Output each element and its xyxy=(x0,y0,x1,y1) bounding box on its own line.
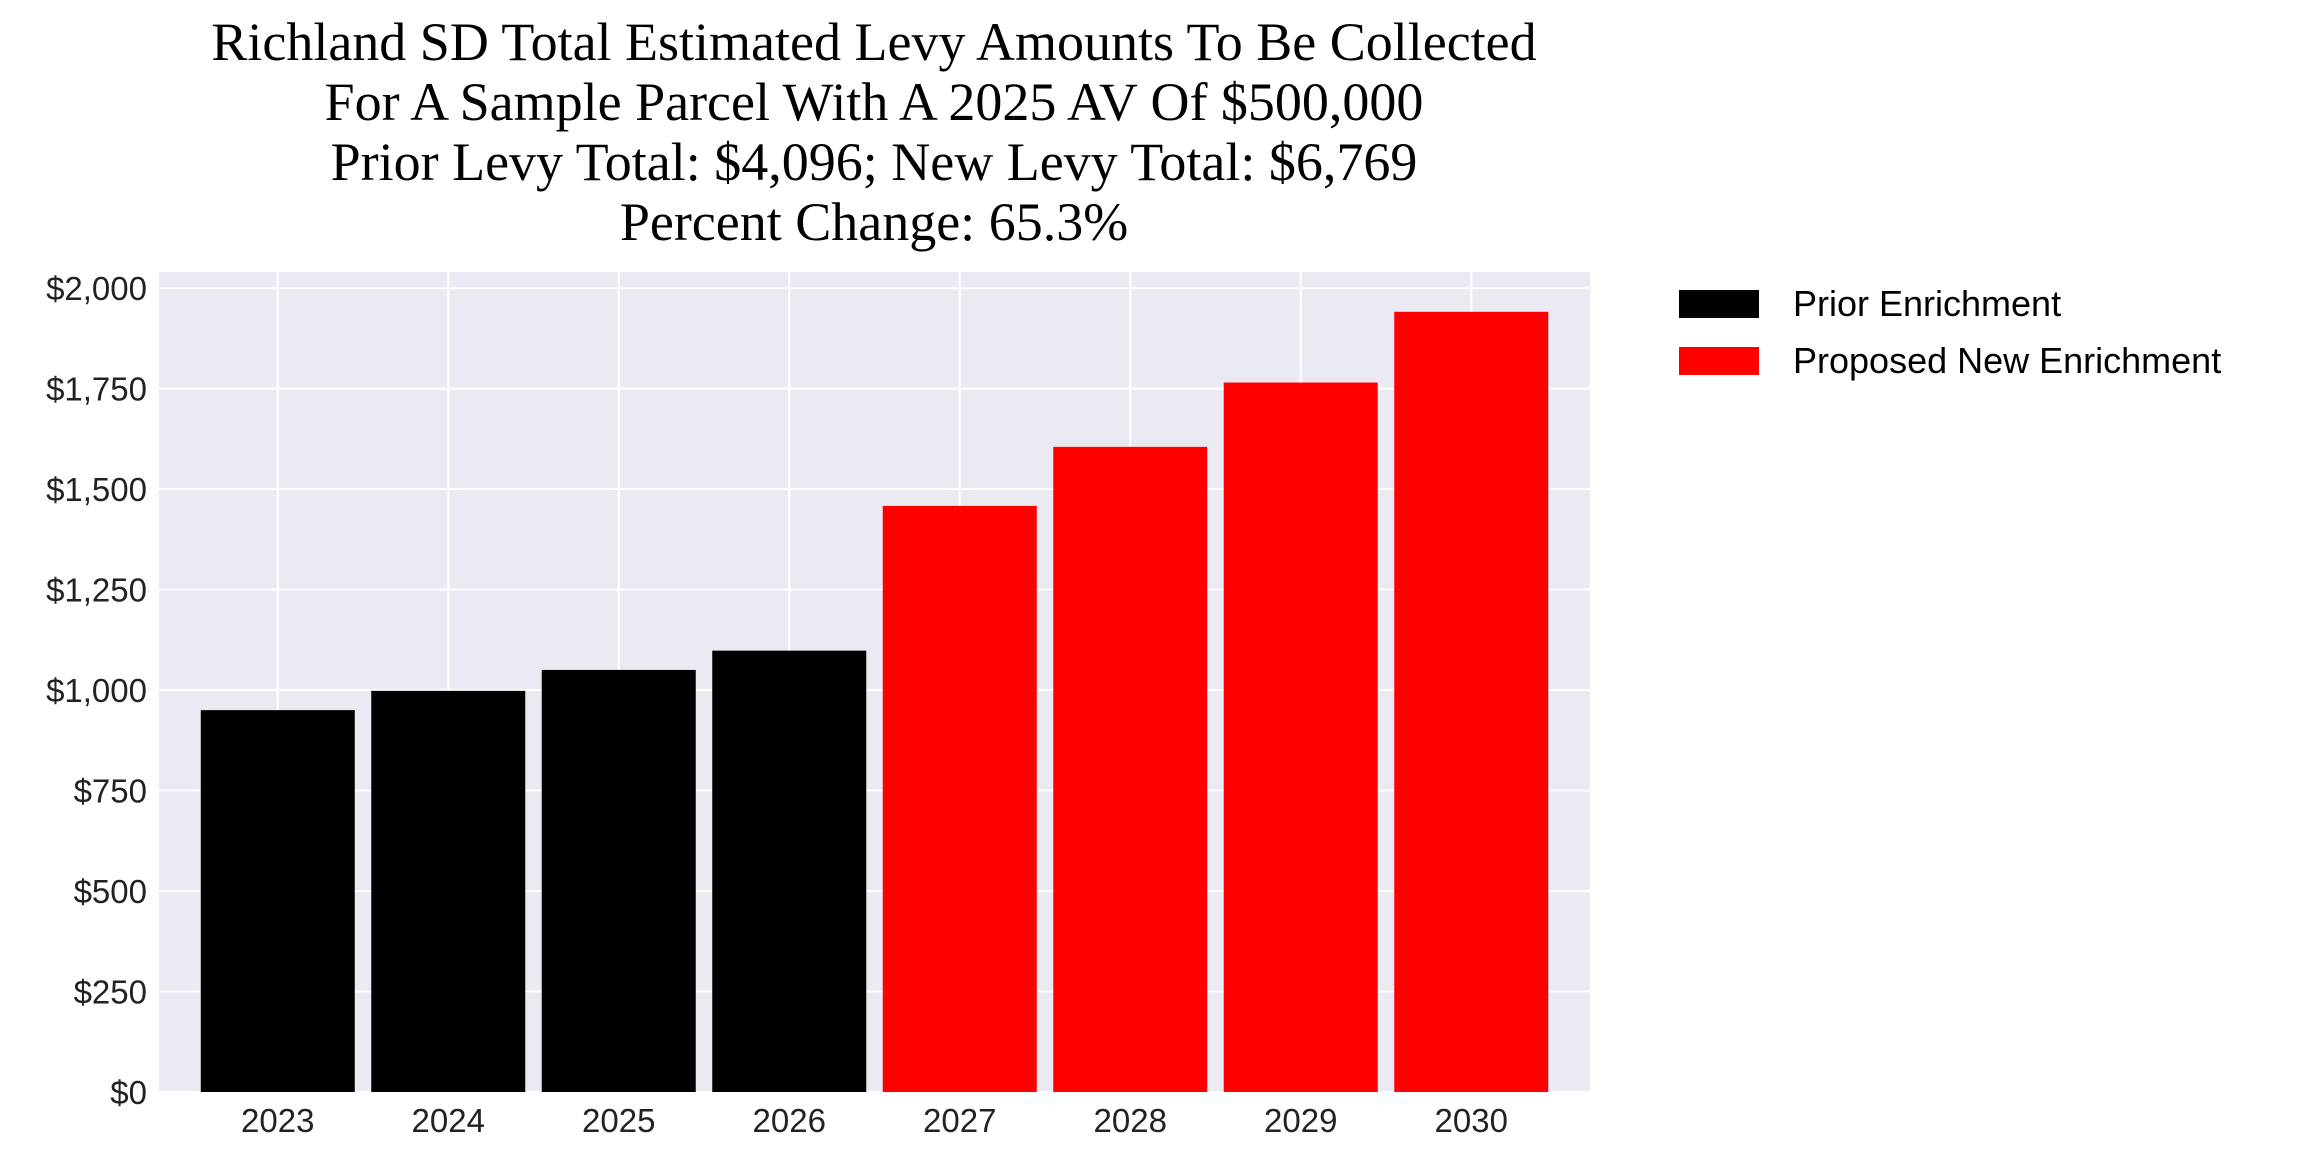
x-tick-label: 2027 xyxy=(923,1102,996,1139)
y-tick-label: $0 xyxy=(110,1074,147,1111)
chart-title: Richland SD Total Estimated Levy Amounts… xyxy=(0,12,1748,252)
y-tick-label: $1,000 xyxy=(46,672,147,709)
x-tick-label: 2028 xyxy=(1094,1102,1167,1139)
bar-2027 xyxy=(882,505,1037,1092)
y-tick-label: $2,000 xyxy=(46,270,147,307)
y-tick-label: $750 xyxy=(74,773,147,810)
bar-2023 xyxy=(200,710,355,1092)
x-tick-label: 2024 xyxy=(412,1102,485,1139)
legend-swatch xyxy=(1679,290,1759,318)
bar-2030 xyxy=(1394,311,1549,1092)
bar-2024 xyxy=(371,690,526,1092)
y-tick-label: $500 xyxy=(74,873,147,910)
title-line-1: Richland SD Total Estimated Levy Amounts… xyxy=(211,12,1537,72)
title-line-3: Prior Levy Total: $4,096; New Levy Total… xyxy=(330,132,1418,192)
bar-2025 xyxy=(541,669,696,1092)
y-tick-label: $1,250 xyxy=(46,572,147,609)
bar-2028 xyxy=(1053,446,1208,1093)
x-tick-label: 2029 xyxy=(1264,1102,1337,1139)
y-tick-label: $1,500 xyxy=(46,471,147,508)
legend-swatch xyxy=(1679,347,1759,375)
legend-label: Proposed New Enrichment xyxy=(1793,340,2221,381)
x-tick-label: 2026 xyxy=(753,1102,826,1139)
y-tick-label: $250 xyxy=(74,974,147,1011)
x-tick-label: 2023 xyxy=(241,1102,314,1139)
title-line-4: Percent Change: 65.3% xyxy=(619,192,1129,252)
y-tick-label: $1,750 xyxy=(46,371,147,408)
legend-label: Prior Enrichment xyxy=(1793,283,2061,324)
title-line-2: For A Sample Parcel With A 2025 AV Of $5… xyxy=(324,72,1424,132)
bar-2029 xyxy=(1223,382,1378,1093)
x-tick-label: 2025 xyxy=(582,1102,655,1139)
bar-2026 xyxy=(712,650,867,1092)
x-tick-label: 2030 xyxy=(1435,1102,1508,1139)
